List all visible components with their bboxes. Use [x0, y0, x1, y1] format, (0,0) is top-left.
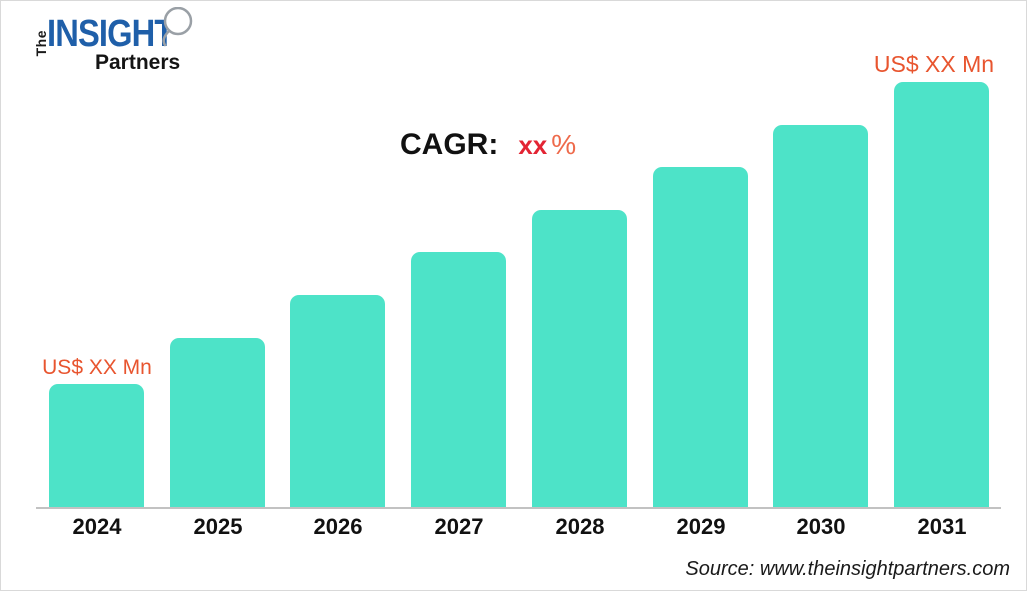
x-label-2028: 2028 [555, 514, 605, 539]
bar-2031 [894, 82, 989, 508]
bar-2027 [411, 252, 506, 508]
x-label-2025: 2025 [193, 514, 243, 539]
logo-word-insight: INSIGHT [47, 13, 174, 55]
bar-2025 [170, 338, 265, 508]
logo-word-partners: Partners [95, 51, 181, 74]
bar-2024 [49, 384, 144, 508]
magnifier-icon [162, 7, 193, 47]
x-label-2030: 2030 [796, 514, 846, 539]
x-label-2026: 2026 [313, 514, 363, 539]
bar-2026 [290, 295, 385, 508]
x-label-2029: 2029 [676, 514, 726, 539]
bar-2030 [773, 125, 868, 508]
cagr-percent-sign: % [551, 129, 577, 160]
last-bar-value-label: US$ XX Mn [873, 51, 995, 77]
cagr-annotation: CAGR: xx % [400, 128, 576, 162]
x-axis-line [36, 507, 1001, 509]
first-bar-value-label: US$ XX Mn [42, 356, 152, 379]
insight-partners-logo: The INSIGHT Partners [31, 7, 206, 79]
source-attribution: Source: www.theinsightpartners.com [685, 558, 1010, 580]
x-label-2031: 2031 [917, 514, 967, 539]
cagr-value: xx [518, 130, 548, 160]
x-label-2024: 2024 [72, 514, 122, 539]
x-label-2027: 2027 [434, 514, 484, 539]
bar-2029 [653, 167, 748, 508]
cagr-label: CAGR: [400, 128, 499, 161]
bar-2028 [532, 210, 627, 508]
